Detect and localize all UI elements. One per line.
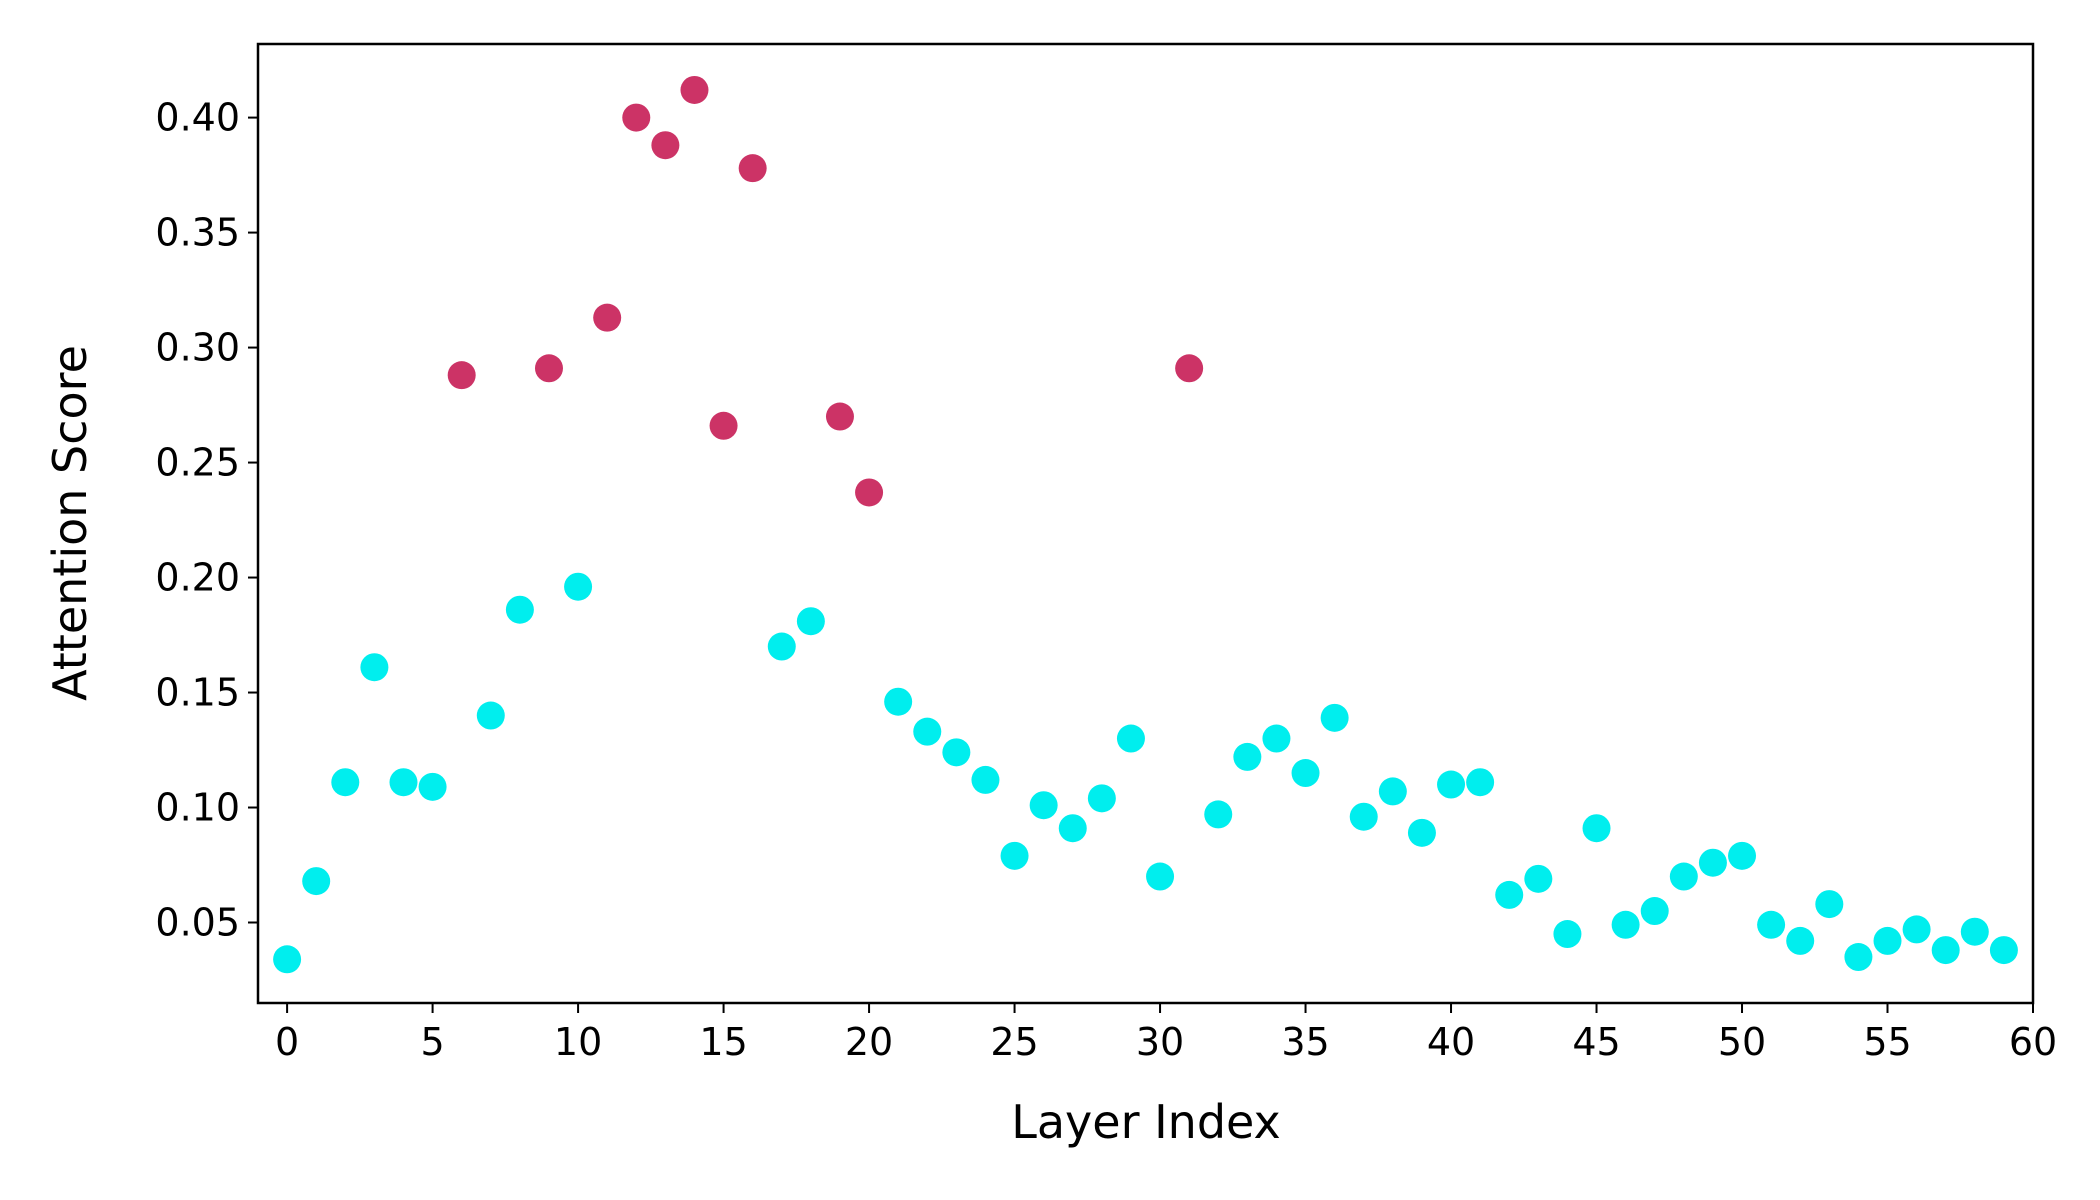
x-tick-label: 15: [699, 1020, 747, 1064]
scatter-point: [1262, 724, 1291, 753]
scatter-point: [1495, 880, 1524, 909]
scatter-point: [1437, 770, 1466, 799]
x-tick-label: 20: [845, 1020, 893, 1064]
scatter-point: [651, 131, 680, 160]
scatter-point: [1029, 791, 1058, 820]
scatter-point: [476, 701, 505, 730]
x-axis-label: Layer Index: [1011, 1095, 1281, 1149]
scatter-point: [1000, 841, 1029, 870]
scatter-point: [534, 354, 563, 383]
scatter-point: [1407, 818, 1436, 847]
scatter-point: [1844, 943, 1873, 972]
scatter-point: [1698, 848, 1727, 877]
scatter-point: [1291, 759, 1320, 788]
x-tick-label: 30: [1136, 1020, 1184, 1064]
x-tick-label: 0: [275, 1020, 299, 1064]
scatter-point: [1524, 864, 1553, 893]
scatter-point: [1786, 926, 1815, 955]
y-axis-label: Attention Score: [43, 345, 97, 701]
scatter-point: [1349, 802, 1378, 831]
y-tick-label: 0.35: [155, 211, 240, 255]
scatter-point: [1815, 890, 1844, 919]
x-tick-label: 25: [990, 1020, 1038, 1064]
scatter-point: [1873, 926, 1902, 955]
scatter-point: [1553, 920, 1582, 949]
scatter-point: [971, 765, 1000, 794]
x-tick-label: 10: [554, 1020, 602, 1064]
x-tick-label: 45: [1572, 1020, 1620, 1064]
y-tick-label: 0.20: [155, 556, 240, 600]
scatter-point: [709, 411, 738, 440]
y-tick-label: 0.25: [155, 441, 240, 485]
scatter-point: [360, 653, 389, 682]
scatter-point: [331, 768, 360, 797]
scatter-point: [913, 717, 942, 746]
scatter-point: [1582, 814, 1611, 843]
scatter-point: [447, 361, 476, 390]
scatter-point: [1989, 936, 2018, 965]
scatter-point: [389, 768, 418, 797]
y-tick-label: 0.40: [155, 96, 240, 140]
scatter-point: [1378, 777, 1407, 806]
scatter-point: [1233, 742, 1262, 771]
scatter-point: [884, 687, 913, 716]
y-tick-label: 0.10: [155, 786, 240, 830]
scatter-point: [1640, 897, 1669, 926]
scatter-point: [593, 303, 622, 332]
scatter-point: [1175, 354, 1204, 383]
scatter-point: [1931, 936, 1960, 965]
scatter-point: [1146, 862, 1175, 891]
y-tick-label: 0.15: [155, 671, 240, 715]
plot-frame: [256, 42, 2035, 1005]
scatter-point: [1728, 841, 1757, 870]
scatter-point: [1466, 768, 1495, 797]
scatter-point: [680, 75, 709, 104]
scatter-point: [942, 738, 971, 767]
scatter-point: [1204, 800, 1233, 829]
scatter-point: [1087, 784, 1116, 813]
scatter-point: [1058, 814, 1087, 843]
scatter-point: [622, 103, 651, 132]
y-tick-label: 0.30: [155, 326, 240, 370]
x-tick-label: 5: [420, 1020, 444, 1064]
x-tick-label: 60: [2009, 1020, 2057, 1064]
x-tick-label: 55: [1863, 1020, 1911, 1064]
scatter-point: [1611, 910, 1640, 939]
x-tick-label: 35: [1281, 1020, 1329, 1064]
x-tick-label: 40: [1427, 1020, 1475, 1064]
scatter-point: [505, 595, 534, 624]
scatter-point: [825, 402, 854, 431]
x-tick-label: 50: [1718, 1020, 1766, 1064]
scatter-point: [1960, 917, 1989, 946]
scatter-point: [1902, 915, 1931, 944]
scatter-point: [418, 772, 447, 801]
y-tick-label: 0.05: [155, 901, 240, 945]
scatter-point: [855, 478, 884, 507]
scatter-point: [1757, 910, 1786, 939]
scatter-point: [767, 632, 796, 661]
scatter-point: [1116, 724, 1145, 753]
scatter-point: [1320, 703, 1349, 732]
scatter-point: [1669, 862, 1698, 891]
scatter-point: [273, 945, 302, 974]
scatter-point: [564, 572, 593, 601]
scatter-point: [302, 867, 331, 896]
scatter-point: [796, 607, 825, 636]
scatter-point: [738, 154, 767, 183]
